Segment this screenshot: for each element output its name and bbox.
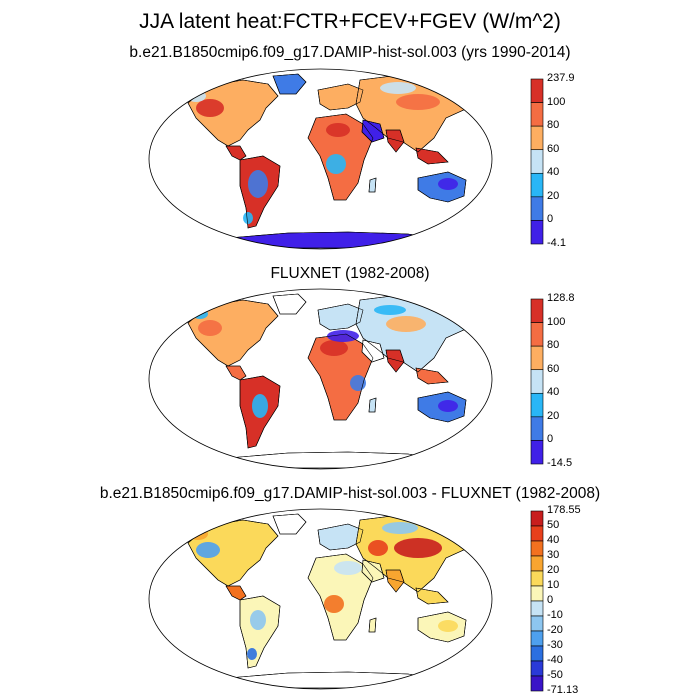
colorbar-swatch (530, 645, 544, 662)
value-patch (198, 320, 222, 336)
value-patch (186, 90, 206, 102)
value-patch (334, 561, 362, 575)
colorbar-tick-label: 10 (547, 579, 560, 591)
obs-colorbar (530, 298, 544, 465)
value-patch (386, 316, 426, 332)
value-patch (374, 305, 406, 315)
colorbar-tick-label: -4.1 (547, 237, 566, 249)
colorbar-swatch (530, 298, 544, 323)
value-patch (243, 212, 253, 224)
value-patch (250, 610, 266, 630)
value-patch (196, 542, 220, 558)
colorbar-swatch (530, 78, 544, 103)
colorbar-swatch (530, 525, 544, 542)
model-colorbar (530, 78, 544, 245)
colorbar-swatch (530, 125, 544, 151)
colorbar-swatch (530, 196, 544, 221)
value-patch (368, 540, 388, 556)
model-world-map (148, 68, 493, 250)
colorbar-tick-label: 0 (547, 433, 554, 446)
colorbar-swatch (530, 172, 544, 198)
value-patch (382, 522, 418, 534)
colorbar-tick-label: 178.55 (547, 504, 581, 516)
colorbar-swatch (530, 440, 544, 465)
colorbar-tick-label: 0 (547, 213, 554, 226)
panel-diff-subtitle: b.e21.B1850cmip6.f09_g17.DAMIP-hist-sol.… (99, 485, 601, 502)
colorbar-tick-label: 80 (547, 339, 560, 352)
value-patch (196, 99, 224, 117)
diff-colorbar (530, 510, 544, 692)
value-patch (394, 538, 442, 558)
colorbar-tick-label: -50 (547, 669, 563, 681)
panel-obs-subtitle: FLUXNET (1982-2008) (270, 265, 430, 282)
value-patch (247, 648, 257, 660)
colorbar-tick-label: -10 (547, 609, 563, 621)
land-nz (472, 637, 481, 651)
map-border (148, 508, 493, 690)
diff-world-map (148, 508, 493, 690)
value-patch (248, 170, 268, 198)
colorbar-tick-label: 40 (547, 166, 560, 179)
colorbar-tick-label: 100 (547, 95, 566, 108)
value-patch (438, 620, 458, 632)
colorbar-tick-label: 30 (547, 549, 560, 561)
colorbar-swatch (530, 630, 544, 647)
colorbar-swatch (530, 585, 544, 602)
colorbar-tick-label: 20 (547, 189, 560, 202)
value-patch (326, 123, 350, 137)
colorbar-swatch (530, 345, 544, 371)
colorbar-tick-label: 128.8 (547, 292, 575, 304)
colorbar-swatch (530, 555, 544, 572)
colorbar-swatch (530, 660, 544, 677)
colorbar-tick-label: 80 (547, 119, 560, 132)
colorbar-swatch (530, 600, 544, 617)
value-patch (327, 330, 359, 342)
value-patch (324, 595, 344, 613)
colorbar-tick-label: 60 (547, 142, 560, 155)
panel-model-subtitle: b.e21.B1850cmip6.f09_g17.DAMIP-hist-sol.… (129, 44, 571, 61)
colorbar-tick-label: 60 (547, 362, 560, 375)
value-patch (192, 309, 208, 319)
colorbar-tick-label: 40 (547, 534, 560, 546)
colorbar-swatch (530, 540, 544, 557)
colorbar-tick-label: -71.13 (547, 684, 579, 696)
colorbar-swatch (530, 615, 544, 632)
obs-world-map (148, 288, 493, 470)
value-patch (438, 178, 458, 190)
colorbar-swatch (530, 510, 544, 527)
colorbar-swatch (530, 220, 544, 245)
colorbar-swatch (530, 675, 544, 692)
colorbar-swatch (530, 322, 544, 347)
colorbar-swatch (530, 102, 544, 127)
colorbar-tick-label: -20 (547, 624, 563, 636)
colorbar-swatch (530, 149, 544, 174)
colorbar-tick-label: 100 (547, 315, 566, 328)
value-patch (438, 400, 458, 412)
value-patch (252, 394, 268, 418)
colorbar-tick-label: -40 (547, 654, 563, 666)
colorbar-tick-label: -14.5 (547, 457, 573, 469)
colorbar-tick-label: 237.9 (547, 72, 575, 84)
land-nz (472, 197, 481, 211)
colorbar-tick-label: 0 (547, 594, 554, 606)
value-patch (396, 94, 440, 110)
colorbar-tick-label: 20 (547, 409, 560, 422)
value-patch (380, 82, 416, 94)
colorbar-tick-label: -30 (547, 639, 563, 651)
value-patch (320, 340, 348, 356)
colorbar-swatch (530, 416, 544, 441)
colorbar-swatch (530, 392, 544, 418)
colorbar-tick-label: 40 (547, 386, 560, 399)
colorbar-tick-label: 50 (547, 519, 560, 531)
value-patch (326, 154, 346, 174)
colorbar-tick-label: 20 (547, 564, 560, 576)
colorbar-swatch (530, 369, 544, 394)
colorbar-swatch (530, 570, 544, 587)
figure-title: JJA latent heat:FCTR+FCEV+FGEV (W/m^2) (139, 10, 561, 33)
value-patch (188, 528, 208, 540)
land-nz (472, 417, 481, 431)
value-patch (350, 375, 366, 391)
map-border (148, 288, 493, 470)
map-border (148, 68, 493, 250)
